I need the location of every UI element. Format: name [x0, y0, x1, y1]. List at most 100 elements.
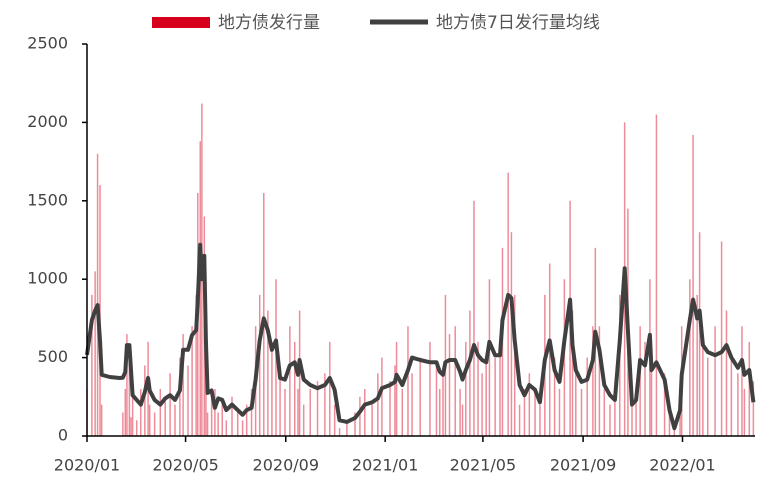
bar: [499, 341, 501, 436]
x-tick-label: 2020/09: [253, 456, 319, 475]
bar: [614, 388, 616, 436]
bar: [324, 373, 326, 436]
y-tick-label: 0: [58, 426, 68, 445]
bar: [99, 185, 101, 436]
bar: [381, 357, 383, 436]
bar: [481, 373, 483, 436]
bar: [609, 404, 611, 436]
bar: [302, 404, 305, 436]
bar: [553, 357, 556, 436]
y-tick-label: 2500: [27, 34, 68, 53]
bar: [534, 388, 536, 436]
bar: [284, 388, 286, 436]
bar: [725, 310, 728, 436]
legend-label: 地方债发行量: [218, 13, 320, 33]
bar: [407, 326, 409, 436]
legend-label: 地方债7日发行量均线: [436, 13, 600, 33]
bar: [435, 365, 438, 436]
y-tick-label: 1500: [27, 190, 68, 209]
bar: [279, 373, 281, 436]
bar: [371, 404, 373, 436]
bar: [689, 279, 691, 436]
bar: [364, 388, 366, 436]
bar: [635, 388, 637, 436]
bar: [128, 357, 131, 436]
bar: [124, 388, 127, 436]
bar: [720, 241, 723, 436]
bar: [737, 373, 739, 436]
bar: [730, 357, 733, 436]
bar: [144, 365, 146, 436]
bar: [748, 341, 751, 436]
bar: [182, 334, 184, 436]
bar: [206, 412, 209, 436]
line: [85, 242, 756, 431]
bar: [231, 396, 233, 436]
bar: [619, 294, 621, 436]
bar: [477, 341, 479, 436]
bar: [94, 271, 96, 436]
bar: [655, 114, 658, 436]
legend-swatch: [152, 17, 210, 28]
bar: [668, 404, 671, 436]
bar: [164, 396, 166, 436]
bar: [377, 373, 379, 436]
bar: [195, 294, 197, 436]
bar: [394, 365, 396, 436]
bar: [714, 326, 716, 436]
bar: [442, 373, 444, 436]
y-tick-label: 500: [37, 347, 68, 366]
bar: [293, 341, 296, 436]
bar: [333, 404, 336, 436]
bar: [159, 388, 162, 436]
bar: [663, 373, 666, 436]
bar: [696, 294, 698, 436]
bar: [702, 341, 704, 436]
y-tick-label: 2000: [27, 112, 68, 131]
bar: [267, 310, 269, 436]
bar: [153, 412, 156, 436]
bar: [289, 326, 291, 436]
bar: [130, 417, 132, 436]
bar: [126, 334, 128, 436]
bar: [169, 373, 171, 436]
bar: [580, 388, 583, 436]
bar: [225, 420, 228, 436]
x-tick-label: 2021/05: [450, 456, 516, 475]
bar: [650, 357, 653, 436]
bar: [707, 357, 709, 436]
x-tick-label: 2020/05: [152, 456, 218, 475]
bar: [359, 396, 361, 436]
bar: [148, 404, 151, 436]
bar: [473, 200, 475, 436]
bar: [459, 388, 461, 436]
bar: [513, 294, 516, 436]
bar: [91, 294, 93, 436]
x-tick-label: 2022/01: [649, 456, 715, 475]
bar: [429, 341, 431, 436]
bar: [221, 404, 223, 436]
bar: [100, 404, 103, 436]
bar: [461, 404, 464, 436]
bar: [395, 341, 398, 436]
bar: [263, 192, 265, 436]
bar: [316, 381, 319, 436]
bar: [96, 153, 99, 436]
bar: [507, 172, 509, 437]
bar: [245, 404, 248, 436]
bar: [297, 388, 299, 436]
bar: [558, 388, 561, 436]
bar: [698, 232, 701, 436]
bar: [575, 373, 577, 436]
bar: [271, 341, 273, 436]
bar: [494, 357, 496, 436]
x-tick-label: 2021/01: [352, 456, 418, 475]
bar: [250, 388, 253, 436]
x-tick-label: 2021/09: [550, 456, 616, 475]
bar: [135, 420, 138, 436]
bar: [631, 404, 633, 436]
bar: [673, 428, 676, 436]
bar: [140, 388, 142, 436]
bar: [539, 404, 541, 436]
